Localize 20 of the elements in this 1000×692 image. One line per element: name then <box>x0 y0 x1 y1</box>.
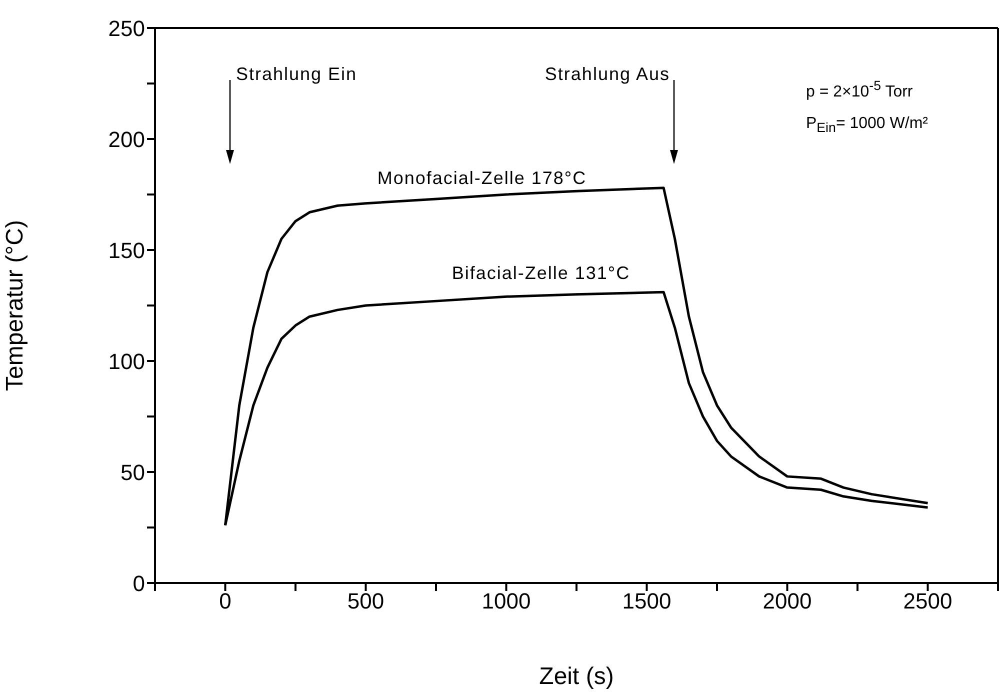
y-axis-title: Temperatur (°C) <box>2 220 29 391</box>
annotation: P$_{Ein}$= 1000 W/m² <box>806 114 928 138</box>
annotation: Monofacial-Zelle 178°C <box>377 168 587 188</box>
y-tick-label: 100 <box>108 348 145 374</box>
x-tick-label: 1500 <box>622 588 672 614</box>
x-tick-label: 1000 <box>482 588 531 614</box>
y-tick-label: 200 <box>108 126 145 152</box>
annotation: p = 2×10$^{-5}$ Torr <box>806 77 914 102</box>
y-tick-label: 250 <box>108 16 145 41</box>
annotation: Strahlung Ein <box>236 64 358 84</box>
annotation: Bifacial-Zelle 131°C <box>452 263 630 283</box>
x-tick-label: 500 <box>347 588 384 614</box>
x-tick-label: 2000 <box>762 588 812 614</box>
x-axis-title: Zeit (s) <box>539 663 614 690</box>
x-tick-label: 0 <box>219 588 232 614</box>
y-tick-label: 150 <box>108 238 145 263</box>
x-tick-label: 2500 <box>903 588 952 614</box>
y-tick-label: 0 <box>132 570 145 596</box>
annotation: Strahlung Aus <box>544 64 670 84</box>
y-tick-label: 50 <box>120 460 145 485</box>
